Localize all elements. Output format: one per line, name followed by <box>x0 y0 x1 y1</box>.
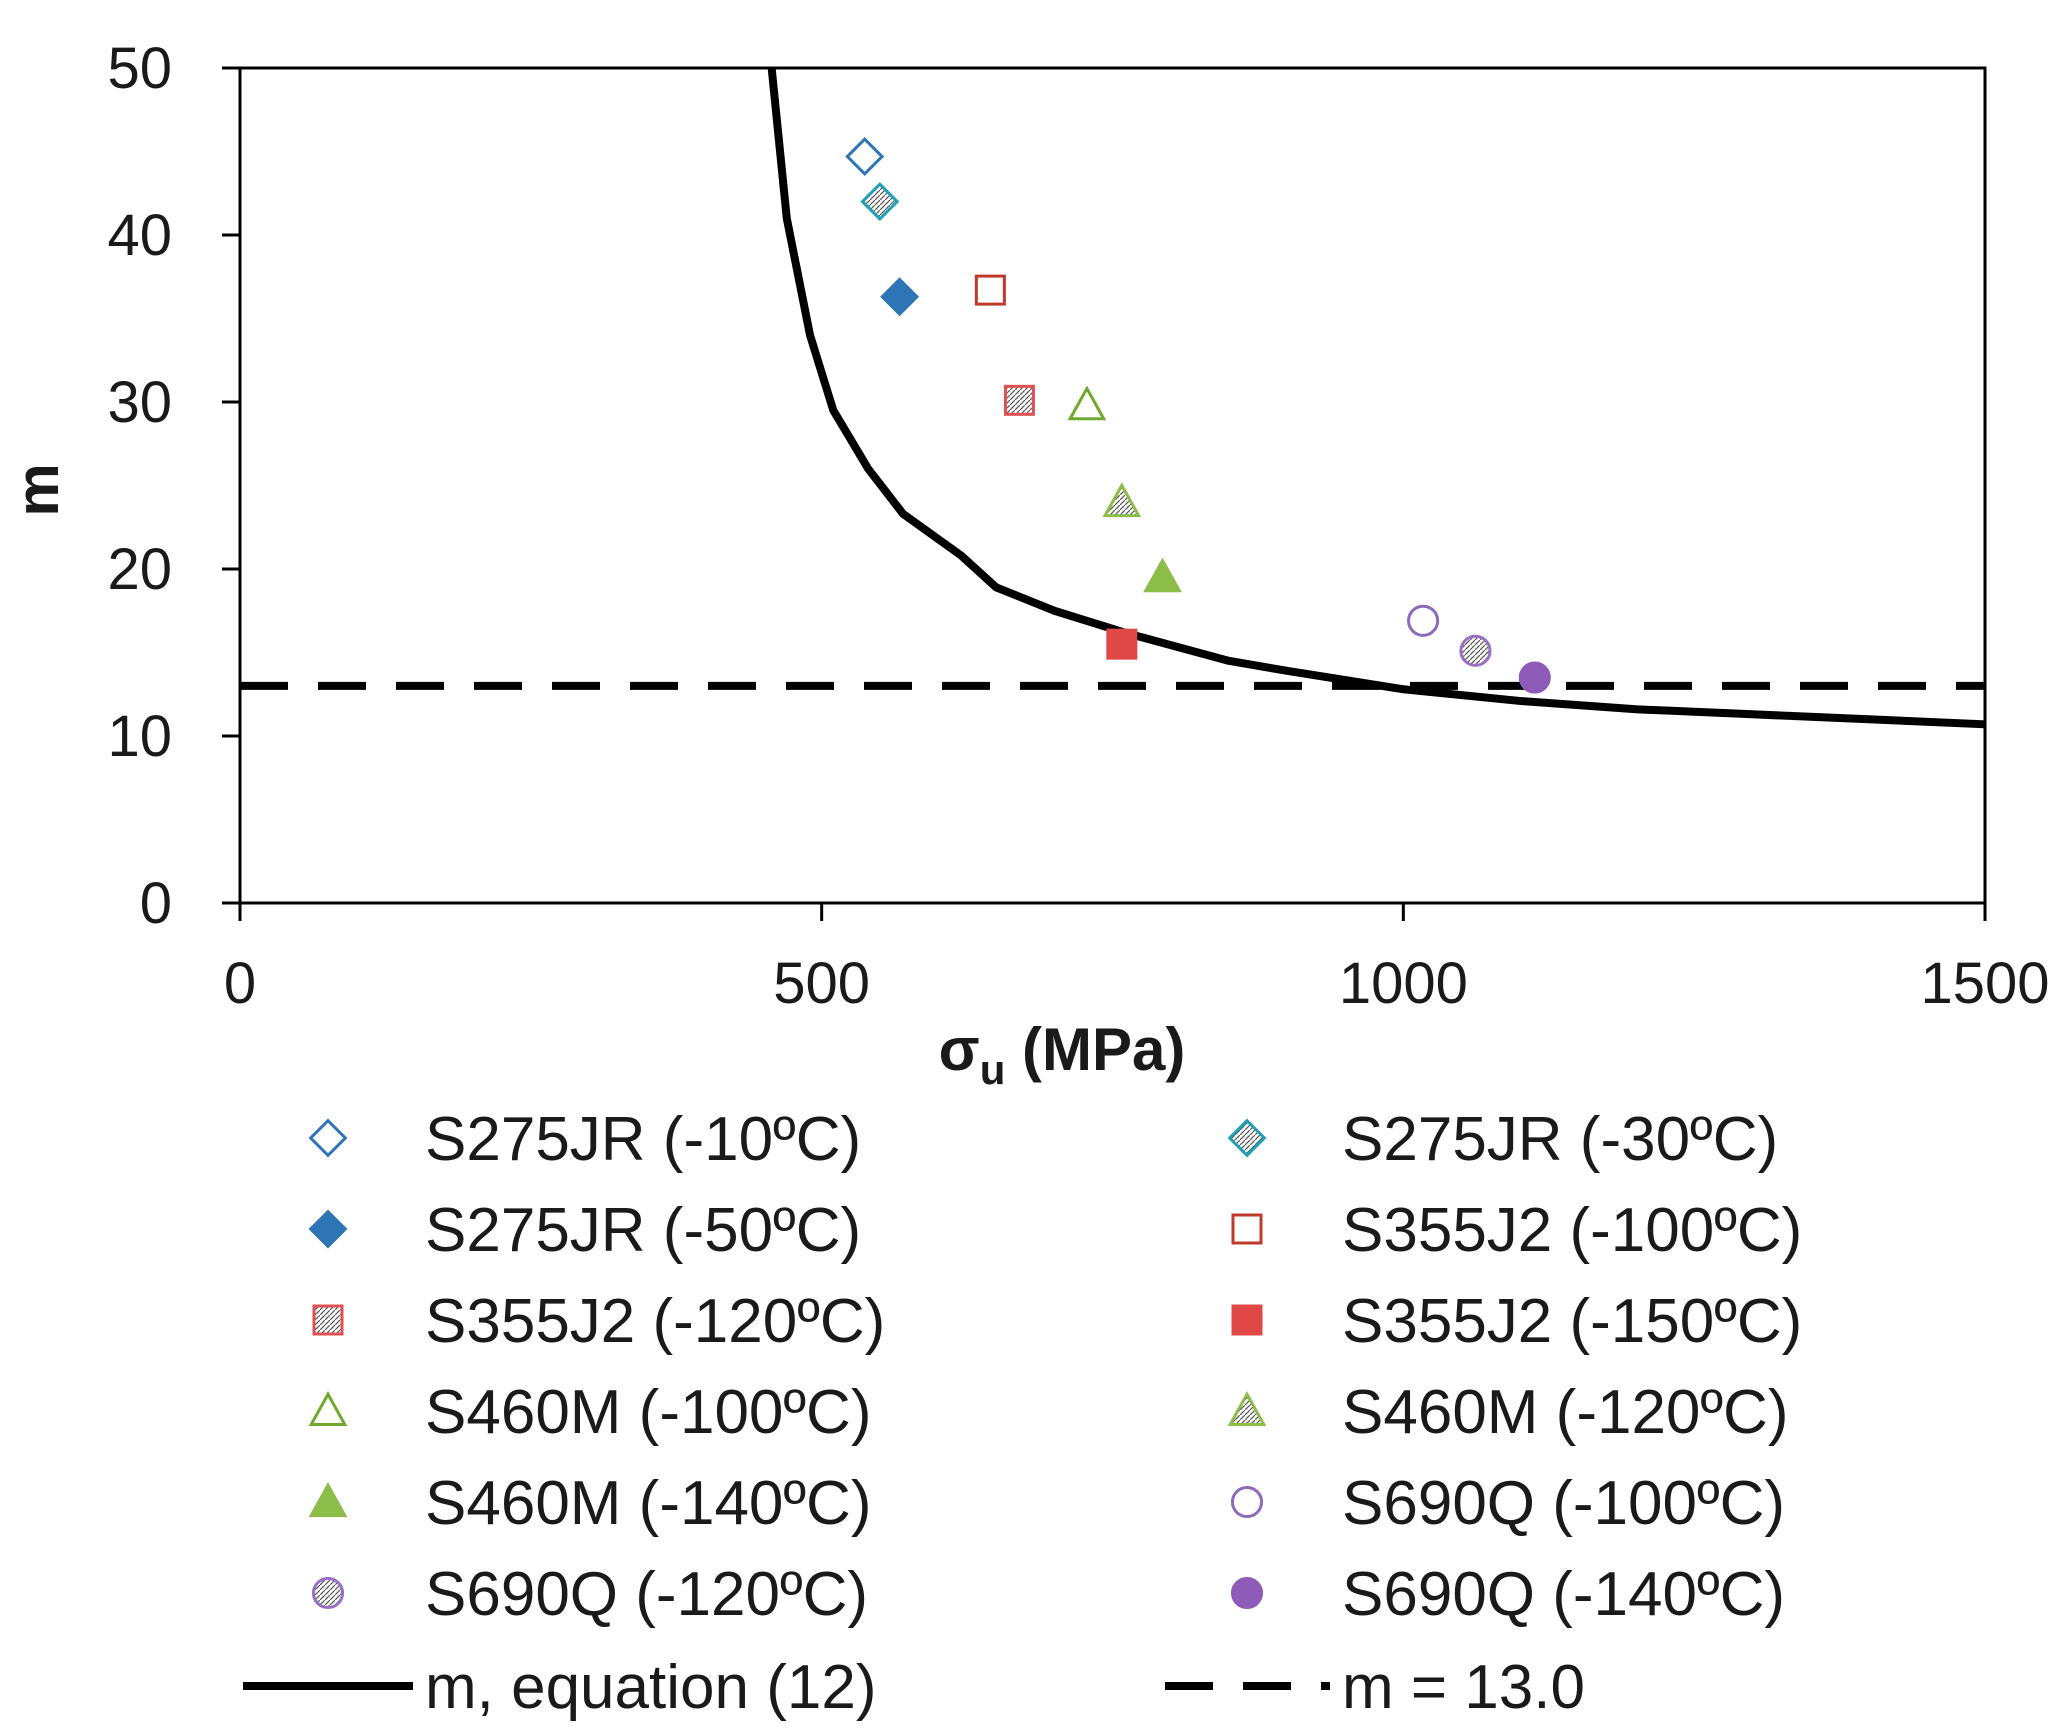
x-tick-label: 0 <box>224 951 256 1016</box>
legend-marker <box>1231 1304 1263 1336</box>
legend-marker-shape <box>308 1391 348 1426</box>
legend-label: S460M (-120ºC) <box>1342 1378 1788 1447</box>
data-point-shape <box>1143 557 1182 593</box>
line-equation-12 <box>767 67 1986 729</box>
data-point-shape <box>860 182 900 222</box>
y-tick-label: 40 <box>107 203 172 268</box>
data-point <box>845 137 885 176</box>
data-point <box>1067 385 1107 421</box>
legend-marker <box>1230 1485 1264 1519</box>
y-tick-label: 20 <box>107 537 172 602</box>
data-point <box>1459 634 1492 667</box>
legend-label: S355J2 (-120ºC) <box>425 1287 885 1356</box>
legend-label: S275JR (-50ºC) <box>425 1196 861 1265</box>
data-point-shape <box>845 137 885 176</box>
x-axis-label-subscript: u <box>980 1046 1006 1093</box>
data-point <box>974 274 1006 306</box>
markers-layer <box>845 137 1551 694</box>
data-point-shape <box>1003 384 1035 416</box>
lines-layer <box>240 67 1986 729</box>
legend: S275JR (-10ºC) S275JR (-30ºC) S275JR (-50º… <box>243 1105 1802 1722</box>
y-axis: 0 10 20 30 40 50 <box>107 36 240 936</box>
legend-label: S690Q (-100ºC) <box>1342 1469 1785 1538</box>
y-tick-label: 50 <box>107 36 172 101</box>
data-point-shape <box>1407 604 1440 637</box>
y-tick-label: 10 <box>107 704 172 769</box>
x-axis: 0 500 1000 1500 <box>224 903 2050 1016</box>
data-point <box>860 182 900 222</box>
legend-marker-shape <box>1227 1391 1267 1426</box>
y-axis-label: m <box>4 463 71 516</box>
legend-marker <box>1231 1213 1263 1245</box>
legend-marker-shape <box>312 1304 344 1336</box>
legend-label: S690Q (-140ºC) <box>1342 1560 1785 1629</box>
legend-label: S355J2 (-100ºC) <box>1342 1196 1802 1265</box>
legend-marker-shape <box>1230 1485 1264 1519</box>
legend-label: m, equation (12) <box>425 1653 876 1722</box>
legend-label: S460M (-140ºC) <box>425 1469 871 1538</box>
data-point <box>1003 384 1035 416</box>
data-point-shape <box>1106 628 1138 660</box>
legend-marker-shape <box>1231 1304 1263 1336</box>
data-point-shape <box>1102 482 1142 518</box>
legend-marker-shape <box>308 1118 348 1158</box>
legend-marker-shape <box>1231 1213 1263 1245</box>
plot-area <box>238 66 1987 905</box>
x-axis-label-units: (MPa) <box>1005 1016 1185 1083</box>
legend-marker <box>308 1391 348 1426</box>
legend-marker-shape <box>308 1482 348 1517</box>
legend-marker-shape <box>308 1209 348 1249</box>
legend-marker-shape <box>1230 1576 1264 1610</box>
legend-marker <box>308 1482 348 1517</box>
data-point <box>1102 482 1142 518</box>
data-point-shape <box>1518 661 1551 694</box>
legend-label: S690Q (-120ºC) <box>425 1560 868 1629</box>
data-point <box>880 277 920 317</box>
legend-marker-shape <box>311 1576 345 1610</box>
legend-label: S275JR (-10ºC) <box>425 1105 861 1174</box>
legend-marker <box>308 1209 348 1249</box>
data-point-shape <box>974 274 1006 306</box>
data-point <box>1518 661 1551 694</box>
legend-label: S275JR (-30ºC) <box>1342 1105 1778 1174</box>
legend-marker <box>308 1118 348 1158</box>
x-tick-label: 1000 <box>1339 951 1468 1016</box>
legend-marker <box>1227 1118 1267 1158</box>
legend-marker <box>1227 1391 1267 1426</box>
x-axis-label: σu (MPa) <box>939 1016 1186 1093</box>
legend-marker <box>311 1576 345 1610</box>
data-point <box>1106 628 1138 660</box>
legend-label: S460M (-100ºC) <box>425 1378 871 1447</box>
legend-label: m = 13.0 <box>1342 1653 1585 1722</box>
x-tick-label: 500 <box>773 951 870 1016</box>
x-tick-label: 1500 <box>1920 951 2049 1016</box>
x-axis-label-main: σ <box>939 1016 980 1083</box>
data-point-shape <box>880 277 920 317</box>
legend-marker <box>312 1304 344 1336</box>
data-point-shape <box>1459 634 1492 667</box>
legend-marker-shape <box>1227 1118 1267 1158</box>
data-point <box>1407 604 1440 637</box>
y-tick-label: 0 <box>140 871 172 936</box>
data-point <box>1143 557 1182 593</box>
legend-label: S355J2 (-150ºC) <box>1342 1287 1802 1356</box>
data-point-shape <box>1067 385 1107 421</box>
legend-marker <box>1230 1576 1264 1610</box>
y-tick-label: 30 <box>107 370 172 435</box>
